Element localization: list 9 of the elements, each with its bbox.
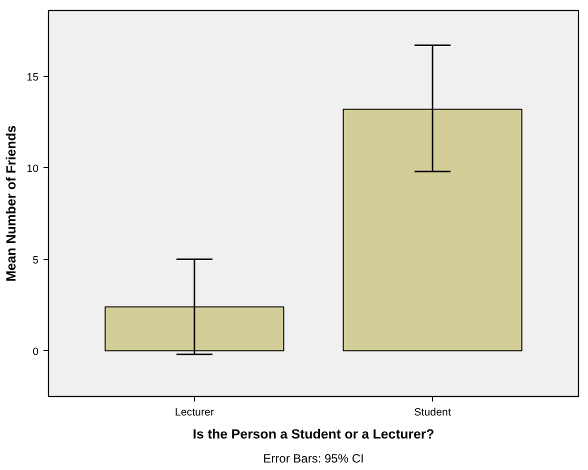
y-tick-label: 5 — [32, 254, 39, 266]
text: Error Bars: 95% CI — [263, 452, 364, 466]
y-tick-label: 10 — [26, 162, 39, 175]
x-tick-label: Lecturer — [174, 406, 214, 418]
x-axis-title: Is the Person a Student or a Lecturer? — [192, 426, 434, 442]
y-axis-title: Mean Number of Friends — [4, 125, 19, 282]
y-tick-label: 0 — [32, 346, 39, 358]
x-tick-label: Student — [414, 406, 451, 418]
y-tick-label: 15 — [26, 71, 39, 84]
